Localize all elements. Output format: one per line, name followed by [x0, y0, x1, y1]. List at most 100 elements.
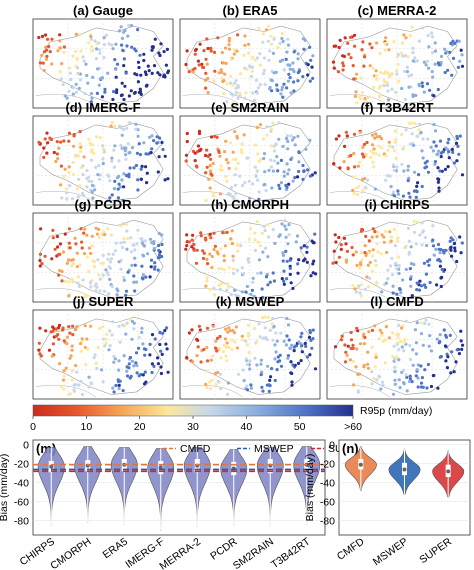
station-point	[360, 91, 365, 95]
station-point	[439, 54, 444, 59]
y-tick-label: 0	[23, 439, 29, 451]
station-point	[355, 347, 359, 351]
station-point	[445, 50, 449, 54]
station-point	[153, 337, 157, 341]
station-point	[359, 283, 363, 287]
station-point	[150, 71, 154, 75]
station-point	[131, 243, 135, 247]
station-point	[166, 69, 171, 73]
station-point	[383, 48, 387, 52]
station-point	[195, 248, 199, 252]
station-point	[204, 236, 208, 240]
station-point	[261, 40, 265, 44]
station-point	[255, 219, 259, 224]
station-point	[110, 193, 114, 197]
station-point	[413, 56, 417, 60]
station-point	[433, 162, 437, 166]
station-point	[445, 352, 449, 356]
station-point	[149, 151, 153, 155]
station-point	[208, 252, 212, 256]
station-point	[84, 62, 88, 66]
station-point	[269, 129, 273, 133]
station-point	[64, 187, 68, 191]
station-point	[71, 92, 75, 96]
station-point	[408, 343, 412, 348]
station-point	[102, 43, 106, 47]
station-point	[37, 348, 41, 352]
station-point	[352, 175, 356, 179]
station-point	[288, 266, 292, 270]
station-point	[115, 88, 119, 92]
station-point	[45, 131, 49, 135]
station-point	[289, 360, 293, 364]
station-point	[47, 348, 52, 352]
station-point	[68, 356, 72, 360]
station-point	[217, 149, 221, 153]
station-point	[104, 33, 108, 37]
station-point	[351, 64, 355, 68]
station-point	[344, 350, 348, 354]
station-point	[429, 145, 433, 149]
station-point	[134, 351, 139, 355]
x-tick-label: SUPER	[417, 535, 454, 566]
station-point	[352, 151, 356, 156]
station-point	[43, 254, 47, 258]
station-point	[434, 247, 438, 251]
station-point	[262, 183, 266, 187]
station-point	[253, 327, 257, 331]
station-point	[407, 74, 411, 78]
station-point	[135, 242, 139, 246]
station-point	[295, 234, 300, 238]
station-point	[401, 278, 405, 282]
station-point	[380, 290, 384, 294]
station-point	[405, 70, 409, 74]
station-point	[423, 321, 427, 326]
station-point	[391, 331, 395, 335]
station-point	[38, 252, 43, 256]
station-point	[184, 62, 188, 67]
station-point	[420, 243, 424, 247]
station-point	[144, 72, 148, 77]
station-point	[389, 235, 393, 239]
station-point	[411, 143, 415, 147]
station-point	[454, 360, 458, 364]
station-point	[458, 59, 462, 63]
station-point	[448, 50, 452, 55]
station-point	[305, 355, 309, 359]
station-point	[249, 386, 253, 390]
station-point	[109, 233, 113, 237]
station-point	[395, 69, 399, 73]
station-point	[392, 357, 396, 361]
station-point	[386, 71, 390, 75]
station-point	[148, 342, 152, 346]
station-point	[212, 79, 216, 83]
station-point	[275, 368, 279, 372]
station-point	[208, 287, 212, 291]
station-point	[268, 328, 272, 332]
station-point	[134, 361, 138, 365]
station-point	[403, 337, 407, 342]
station-point	[116, 196, 120, 200]
border-line	[329, 190, 391, 204]
station-point	[63, 94, 67, 98]
station-point	[150, 333, 155, 337]
station-point	[438, 340, 442, 344]
station-point	[129, 374, 133, 378]
station-point	[210, 354, 215, 358]
station-point	[453, 41, 457, 46]
station-point	[122, 237, 126, 241]
station-point	[127, 151, 131, 155]
station-point	[146, 64, 150, 68]
station-point	[82, 252, 87, 256]
station-point	[286, 139, 290, 144]
station-point	[413, 328, 417, 332]
station-point	[58, 39, 62, 43]
station-point	[50, 62, 54, 66]
station-point	[290, 138, 295, 142]
station-point	[302, 169, 306, 174]
station-point	[255, 91, 259, 95]
station-point	[449, 371, 453, 375]
station-point	[128, 355, 133, 360]
station-point	[375, 378, 379, 382]
station-point	[54, 159, 58, 164]
